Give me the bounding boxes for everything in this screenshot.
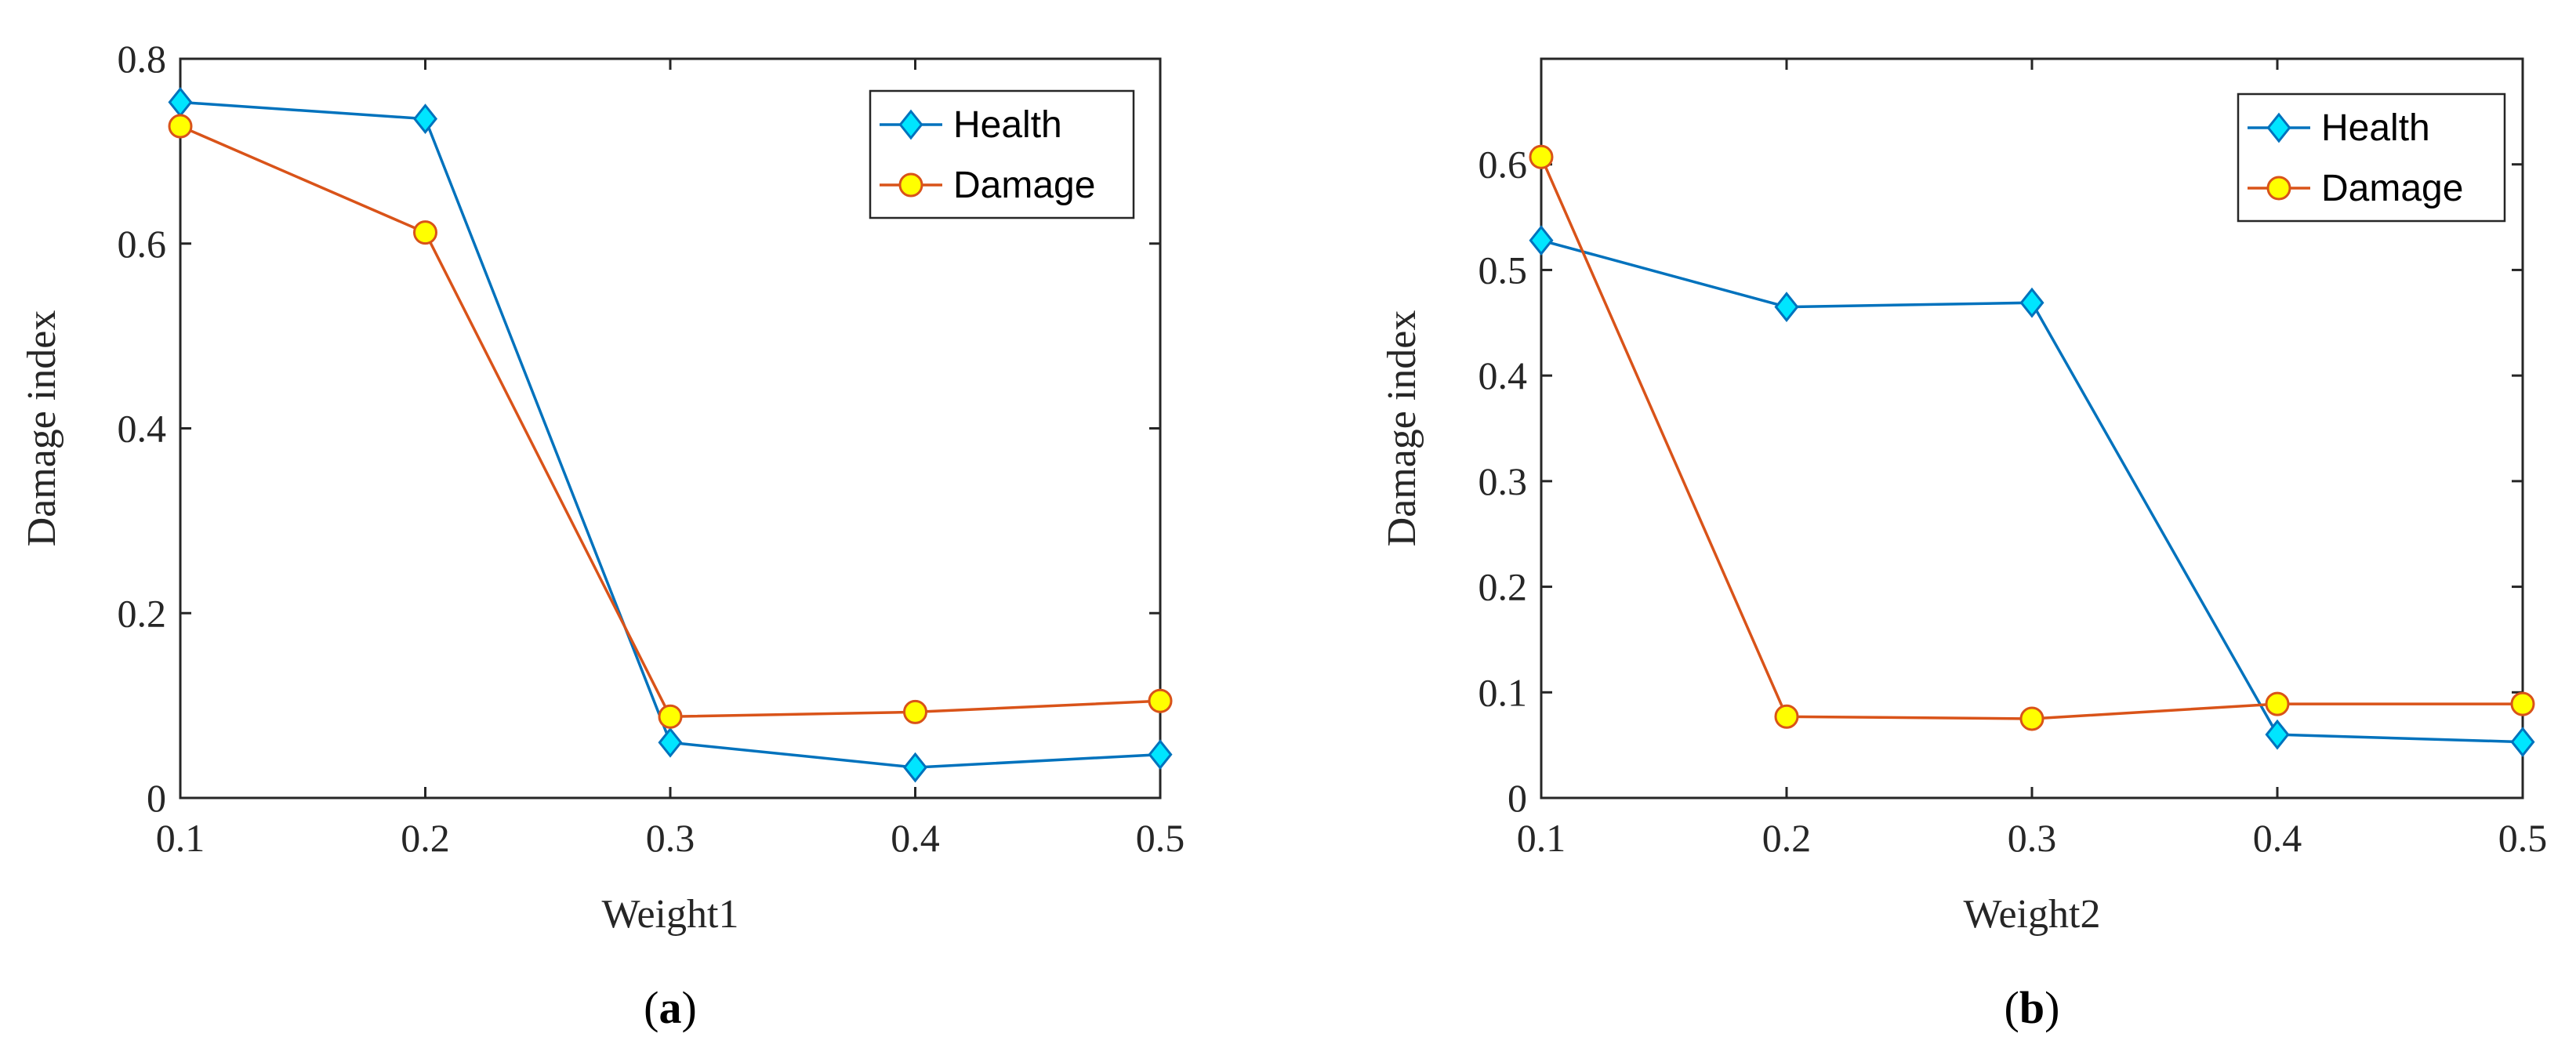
x-tick-label: 0.3 (2008, 816, 2057, 860)
data-point-damage (1148, 688, 1173, 713)
data-point-health (2019, 287, 2044, 318)
legend-marker-damage (898, 172, 923, 198)
data-point-damage (903, 699, 927, 724)
x-tick-label: 0.2 (401, 816, 450, 860)
y-tick-label: 0.3 (1478, 459, 1528, 503)
legend-label-health: Health (2321, 107, 2430, 149)
panel-label-close: ) (682, 982, 697, 1033)
legend-label-health: Health (953, 104, 1062, 146)
panel-label: (b) (2005, 982, 2060, 1033)
y-tick-label: 0.6 (118, 222, 167, 266)
y-tick-label: 0.4 (118, 407, 167, 451)
data-point-health (1529, 225, 1554, 256)
data-point-damage (2019, 706, 2044, 731)
legend-marker-health (2266, 112, 2291, 143)
legend-label-damage: Damage (953, 165, 1095, 206)
y-tick-label: 0.8 (118, 37, 167, 81)
data-point-damage (1529, 144, 1554, 169)
y-tick-label: 0 (147, 776, 166, 820)
legend-label-damage: Damage (2321, 168, 2463, 209)
legend-box (869, 89, 1135, 219)
panel-label: (a) (644, 982, 697, 1033)
data-point-damage (413, 220, 437, 245)
x-tick-label: 0.4 (2253, 816, 2302, 860)
y-tick-label: 0.1 (1478, 670, 1528, 714)
panel-label-close: ) (2044, 982, 2059, 1033)
data-point-damage (2510, 691, 2535, 716)
panel-label-open: ( (2005, 982, 2019, 1033)
chart-panel-a: 0.1 0.2 0.3 0.4 0.5 0 0.2 0.4 0.6 0.8 Weight1 Damag… (20, 37, 1185, 1033)
data-point-damage (1774, 704, 1799, 729)
data-point-health (1774, 292, 1799, 322)
data-point-health (2510, 727, 2535, 758)
x-axis-label: Weight1 (602, 892, 739, 937)
x-tick-label: 0.5 (2498, 816, 2548, 860)
x-tick-label: 0.5 (1136, 816, 1185, 860)
series-line-damage (1540, 156, 2523, 720)
y-tick-label: 0.2 (1478, 565, 1528, 609)
panel-label-letter: b (2019, 982, 2044, 1033)
series-health (1529, 225, 2535, 758)
y-axis-label: Damage index (20, 310, 64, 547)
y-tick-label: 0.6 (1478, 143, 1528, 187)
series-damage (168, 114, 1173, 729)
data-point-health (902, 752, 928, 783)
y-tick-label: 0.2 (118, 591, 167, 635)
y-tick-label: 0 (1508, 776, 1527, 820)
data-point-damage (2265, 691, 2290, 716)
data-point-damage (168, 114, 193, 139)
legend: Health Damage (2237, 92, 2506, 223)
panel-label-open: ( (644, 982, 659, 1033)
legend-box (2237, 92, 2506, 223)
panel-label-letter: a (659, 982, 682, 1033)
data-point-health (168, 87, 193, 118)
x-axis-label: Weight2 (1964, 892, 2101, 937)
data-point-health (658, 727, 683, 758)
x-tick-label: 0.2 (1762, 816, 1812, 860)
x-tick-label: 0.1 (1517, 816, 1566, 860)
data-point-health (2265, 719, 2290, 750)
y-axis-label: Damage index (1380, 310, 1424, 547)
data-point-damage (658, 704, 683, 729)
series-damage (1529, 144, 2535, 731)
x-tick-label: 0.3 (646, 816, 695, 860)
y-tick-label: 0.4 (1478, 354, 1528, 397)
legend: Health Damage (869, 89, 1135, 219)
y-tick-label: 0.5 (1478, 248, 1528, 292)
legend-marker-damage (2266, 176, 2291, 201)
data-point-health (412, 103, 438, 135)
legend-marker-health (898, 109, 923, 140)
x-tick-label: 0.4 (891, 816, 940, 860)
chart-panel-b: 0.1 0.2 0.3 0.4 0.500.10.20.30.40.50.6Weight… (1380, 57, 2548, 1033)
x-tick-label: 0.1 (156, 816, 205, 860)
data-point-health (1148, 739, 1173, 770)
